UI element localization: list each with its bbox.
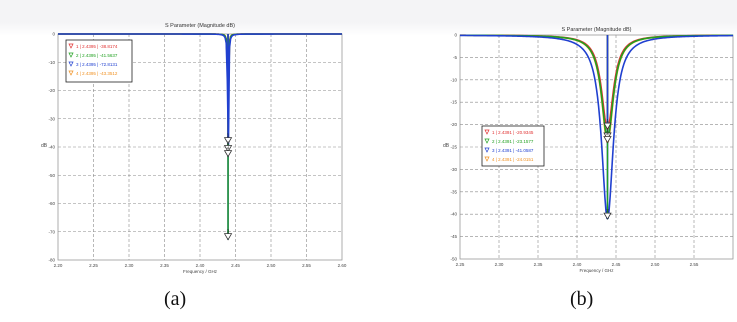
x-tick-label: 2.25	[89, 263, 98, 268]
y-tick-label: -35	[450, 189, 457, 194]
y-tick-label: -40	[450, 212, 457, 217]
chart-panel-a: 2.20 2.25 2.30 2.35 2.40 2.45 2.50 2.55 2.60 0 -10…	[32, 18, 350, 276]
y-tick-label: -80	[48, 258, 55, 263]
marker-label: 4	[606, 132, 609, 137]
legend-marker	[68, 52, 74, 58]
y-tick-label: -5	[453, 55, 457, 60]
marker-label: 1	[606, 118, 609, 123]
marker-label: 3	[606, 208, 609, 213]
background-fade	[0, 22, 737, 36]
y-tick-label: 0	[52, 32, 55, 37]
marker-label: 2	[227, 141, 230, 146]
y-tick-label: -50	[450, 257, 457, 262]
y-tick-label: -10	[450, 77, 457, 82]
y-axis-label: dB	[443, 143, 450, 149]
y-axis-label: dB	[41, 143, 48, 149]
marker-3	[223, 233, 233, 241]
marker-2	[603, 132, 612, 140]
y-tick-label: -60	[48, 201, 55, 206]
legend-entry: 1 | 2.4391 | -20.9345	[492, 130, 534, 135]
x-tick-label: 2.45	[612, 262, 621, 267]
legend-entry: 2 | 2.4391 | -23.1577	[492, 139, 534, 144]
marker-4	[223, 150, 233, 158]
x-tick-label: 2.35	[534, 262, 543, 267]
y-tick-label: -15	[450, 100, 457, 105]
x-tick-label: 2.60	[338, 263, 347, 268]
x-tick-label: 2.30	[125, 263, 134, 268]
x-tick-label: 2.40	[573, 262, 582, 267]
legend-entry: 3 | 2.4395 | -72.8131	[76, 62, 118, 67]
legend-marker	[484, 129, 490, 135]
marker-label: 3	[227, 229, 230, 234]
x-tick-label: 2.20	[54, 263, 63, 268]
x-tick-label: 2.25	[456, 262, 465, 267]
x-axis-label: Frequency / GHz	[579, 268, 614, 273]
legend-box	[65, 39, 133, 83]
x-tick-label: 2.30	[495, 262, 504, 267]
legend-marker	[68, 43, 74, 49]
legend-entry: 1 | 2.4395 | -38.8174	[76, 44, 118, 49]
caption-b: (b)	[570, 288, 594, 310]
legend-box	[481, 125, 545, 167]
legend-marker	[68, 70, 74, 76]
y-tick-label: -25	[450, 145, 457, 150]
marker-label: 1	[227, 133, 230, 138]
x-tick-label: 2.55	[690, 262, 699, 267]
chart-b-svg: 2.25 2.30 2.35 2.40 2.45 2.50 2.55 0 -5 -10 -15 -20…	[443, 27, 734, 273]
x-tick-label: 2.50	[267, 263, 276, 268]
marker-label: 2	[606, 128, 609, 133]
y-tick-label: 0	[454, 33, 457, 38]
marker-2	[223, 145, 233, 153]
marker-1	[223, 137, 233, 145]
y-tick-label: -20	[48, 88, 55, 93]
legend-entry: 4 | 2.4391 | -24.0151	[492, 157, 534, 162]
y-tick-label: -50	[48, 173, 55, 178]
chart-panel-b: 2.25 2.30 2.35 2.40 2.45 2.50 2.55 0 -5 -10 -15 -20…	[438, 26, 737, 278]
y-tick-label: -30	[48, 116, 55, 121]
marker-1	[603, 122, 612, 130]
y-tick-label: -45	[450, 234, 457, 239]
y-tick-label: -10	[48, 60, 55, 65]
legend-entry: 2 | 2.4395 | -41.5637	[76, 53, 118, 58]
x-tick-label: 2.35	[160, 263, 169, 268]
legend-marker	[484, 138, 490, 144]
legend-marker	[68, 61, 74, 67]
y-tick-label: -40	[48, 145, 55, 150]
legend-entry: 3 | 2.4391 | -41.0587	[492, 148, 534, 153]
marker-label: 4	[227, 146, 230, 151]
y-tick-label: -30	[450, 167, 457, 172]
x-axis-label: Frequency / GHz	[183, 269, 218, 274]
x-tick-label: 2.55	[302, 263, 311, 268]
x-tick-label: 2.45	[231, 263, 240, 268]
marker-3	[603, 212, 612, 220]
caption-a: (a)	[164, 288, 187, 310]
x-tick-label: 2.40	[196, 263, 205, 268]
legend-entry: 4 | 2.4395 | -43.3512	[76, 71, 118, 76]
y-tick-label: -20	[450, 122, 457, 127]
legend-marker	[484, 156, 490, 162]
marker-4	[603, 136, 612, 144]
chart-title: S Parameter (Magnitude dB)	[561, 27, 631, 33]
chart-title: S Parameter (Magnitude dB)	[165, 23, 235, 29]
x-tick-label: 2.50	[651, 262, 660, 267]
background-band	[0, 0, 737, 22]
y-tick-label: -70	[48, 229, 55, 234]
chart-a-svg: 2.20 2.25 2.30 2.35 2.40 2.45 2.50 2.55 2.60 0 -10…	[41, 23, 347, 274]
legend-marker	[484, 147, 490, 153]
